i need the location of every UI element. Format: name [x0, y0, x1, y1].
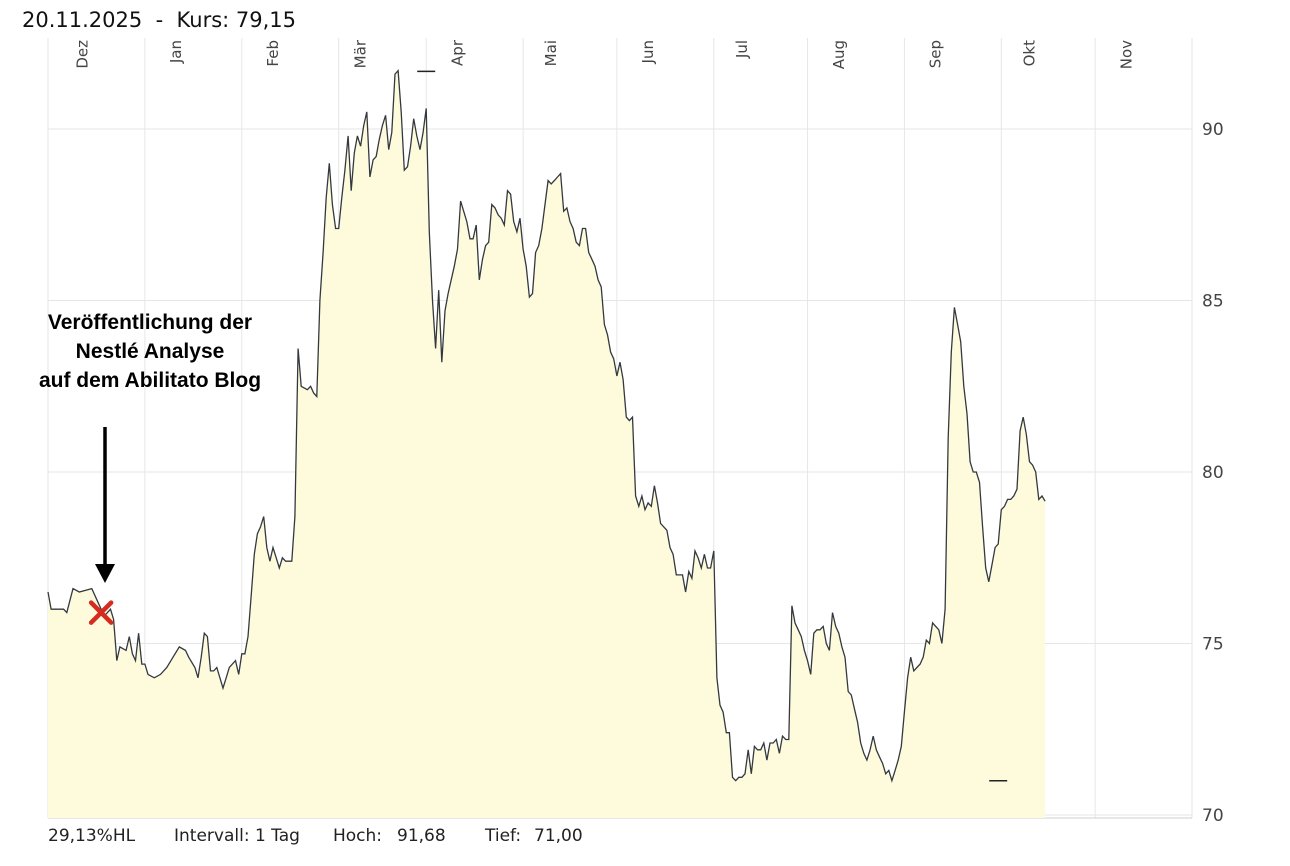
- y-tick-label: 85: [1202, 292, 1224, 312]
- y-tick-label: 90: [1202, 120, 1224, 140]
- x-tick-label: Mai: [542, 40, 560, 66]
- y-tick-label: 70: [1202, 806, 1224, 826]
- annotation-graphics: [88, 427, 115, 625]
- x-tick-label: Aug: [830, 40, 848, 69]
- annotation-line-1: Veröffentlichung der: [47, 311, 253, 334]
- x-tick-label: Jul: [733, 40, 751, 59]
- annotation-text: Veröffentlichung der Nestlé Analyse auf …: [10, 308, 290, 395]
- x-tick-label: Apr: [449, 39, 467, 66]
- y-axis-labels: 70 75 80 85 90: [1202, 120, 1224, 826]
- price-area: [48, 70, 1046, 818]
- footer-change: 29,13%HL: [48, 826, 136, 846]
- x-tick-label: Jan: [167, 40, 185, 64]
- x-tick-label: Mär: [352, 39, 370, 68]
- y-tick-label: 80: [1202, 463, 1224, 483]
- x-tick-label: Jun: [639, 40, 657, 64]
- x-tick-label: Feb: [264, 40, 282, 67]
- x-axis-labels: Dez Jan Feb Mär Apr Mai Jun Jul Aug Sep Okt Nov: [73, 39, 1135, 69]
- footer-high-label: Hoch:: [333, 826, 383, 846]
- y-tick-label: 75: [1202, 635, 1224, 655]
- publication-marker-stroke: [88, 600, 114, 625]
- extreme-markers: [417, 70, 1008, 782]
- x-tick-label: Sep: [927, 40, 945, 68]
- footer-high-value: 91,68: [397, 826, 446, 846]
- header-price: Kurs: 79,15: [176, 8, 297, 32]
- header-separator: -: [155, 8, 164, 32]
- annotation-line-2: Nestlé Analyse: [75, 340, 225, 363]
- annotation-arrowhead: [95, 564, 115, 583]
- footer-low-value: 71,00: [534, 826, 583, 846]
- footer-low-label: Tief:: [485, 826, 522, 846]
- x-tick-label: Dez: [73, 40, 91, 69]
- footer-interval: Intervall: 1 Tag: [174, 826, 300, 846]
- x-tick-label: Okt: [1021, 40, 1039, 66]
- chart-header: 20.11.2025 - Kurs: 79,15: [22, 8, 296, 32]
- header-date: 20.11.2025: [22, 8, 143, 32]
- price-line: [47, 69, 1046, 783]
- x-tick-label: Nov: [1117, 40, 1135, 69]
- annotation-line-3: auf dem Abilitato Blog: [38, 369, 262, 392]
